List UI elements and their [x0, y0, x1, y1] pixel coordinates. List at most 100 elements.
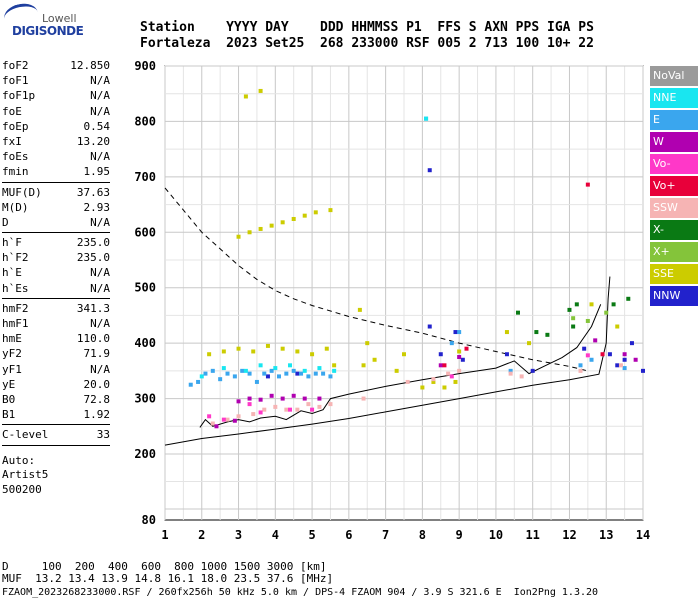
param-key: hmF2	[2, 301, 29, 315]
echo-point	[578, 363, 583, 368]
echo-point	[258, 88, 263, 93]
echo-point	[247, 396, 252, 401]
param-row: MUF(D) 37.63	[2, 185, 110, 200]
param-value: 2.93	[83, 200, 111, 214]
echo-point	[405, 379, 410, 384]
echo-point	[265, 374, 270, 379]
echo-point	[291, 368, 296, 373]
param-key: foEs	[2, 150, 29, 164]
echo-point	[402, 352, 406, 357]
param-key: fmin	[2, 165, 29, 179]
echo-point	[210, 421, 215, 426]
legend-item: NNW	[650, 286, 698, 306]
echo-point	[622, 357, 627, 362]
profile-line	[199, 304, 602, 428]
echo-point	[295, 371, 300, 376]
echo-point	[629, 341, 634, 346]
echo-point	[236, 414, 241, 419]
y-tick-label: 300	[134, 392, 156, 406]
muf-row: MUF 13.2 13.4 13.9 14.8 16.1 18.0 23.5 3…	[2, 572, 334, 585]
echo-point	[284, 407, 289, 412]
param-key: hmE	[2, 332, 22, 346]
distance-row: D 100 200 400 600 800 1000 1500 3000 [km…	[2, 560, 327, 573]
echo-point	[607, 352, 612, 357]
param-row: h`Es N/A	[2, 281, 110, 296]
echo-point	[508, 368, 513, 373]
echo-point	[615, 324, 620, 329]
param-key: yF1	[2, 362, 22, 376]
echo-point	[574, 302, 579, 307]
y-tick-label: 900	[134, 59, 156, 73]
param-row: foF1p N/A	[2, 88, 110, 103]
param-value: 20.0	[83, 377, 111, 391]
echo-point	[265, 343, 270, 348]
echo-point	[203, 371, 208, 376]
param-key: foE	[2, 104, 22, 118]
echo-point	[446, 371, 451, 376]
param-value: N/A	[90, 281, 110, 295]
echo-point	[585, 318, 590, 323]
echo-point	[247, 402, 252, 407]
echo-point	[332, 368, 337, 373]
param-value: 71.9	[83, 347, 111, 361]
echo-point	[453, 379, 458, 384]
echo-point	[571, 316, 576, 321]
echo-point	[615, 363, 620, 368]
echo-point	[306, 374, 311, 379]
echo-point	[585, 182, 590, 187]
echo-point	[232, 418, 237, 423]
echo-point	[221, 366, 226, 371]
param-row: yE 20.0	[2, 377, 110, 392]
echo-point	[394, 368, 399, 373]
echo-point	[438, 352, 443, 357]
param-key: MUF(D)	[2, 185, 42, 199]
echo-point	[361, 396, 366, 401]
x-tick-label: 10	[489, 528, 503, 542]
echo-point	[464, 346, 469, 351]
param-row: yF2 71.9	[2, 346, 110, 361]
echo-point	[515, 310, 520, 315]
echo-point	[291, 393, 296, 398]
echo-point	[210, 368, 215, 373]
echo-point	[288, 363, 293, 368]
x-tick-label: 7	[382, 528, 389, 542]
echo-point	[567, 307, 572, 312]
echo-point	[313, 371, 318, 376]
echo-point	[530, 368, 535, 373]
param-key: foF1p	[2, 89, 36, 103]
echo-point	[442, 363, 447, 368]
param-value: N/A	[90, 89, 110, 103]
echo-point	[273, 366, 278, 371]
echo-point	[196, 379, 201, 384]
echo-point	[321, 371, 326, 376]
y-tick-label: 500	[134, 281, 156, 295]
echo-point	[508, 371, 513, 376]
echo-point	[578, 368, 583, 373]
separator	[2, 444, 110, 446]
echo-point	[457, 355, 462, 359]
echo-point	[273, 404, 278, 409]
echo-point	[251, 349, 256, 354]
echo-point	[585, 353, 590, 358]
echo-point	[365, 341, 370, 346]
param-key: h`F	[2, 236, 22, 250]
echo-point	[207, 352, 212, 357]
echo-point	[604, 310, 609, 315]
param-row: C-level 33	[2, 427, 110, 442]
echo-point	[427, 324, 432, 329]
legend-item: Vo-	[650, 154, 698, 174]
separator	[2, 297, 110, 299]
header-line-2: Fortaleza 2023 Set25 268 233000 RSF 005 …	[140, 36, 594, 51]
param-value: N/A	[90, 362, 110, 376]
echo-point	[424, 116, 429, 121]
echo-point	[188, 382, 193, 387]
param-row: h`E N/A	[2, 265, 110, 280]
param-key: M(D)	[2, 200, 29, 214]
file-info: FZAOM_2023268233000.RSF / 260fx256h 50 k…	[2, 587, 599, 598]
param-value: 12.850	[70, 59, 110, 72]
echo-point	[221, 417, 226, 422]
param-key: yE	[2, 377, 16, 391]
param-value: 1.92	[83, 408, 111, 422]
echo-point	[626, 296, 631, 301]
